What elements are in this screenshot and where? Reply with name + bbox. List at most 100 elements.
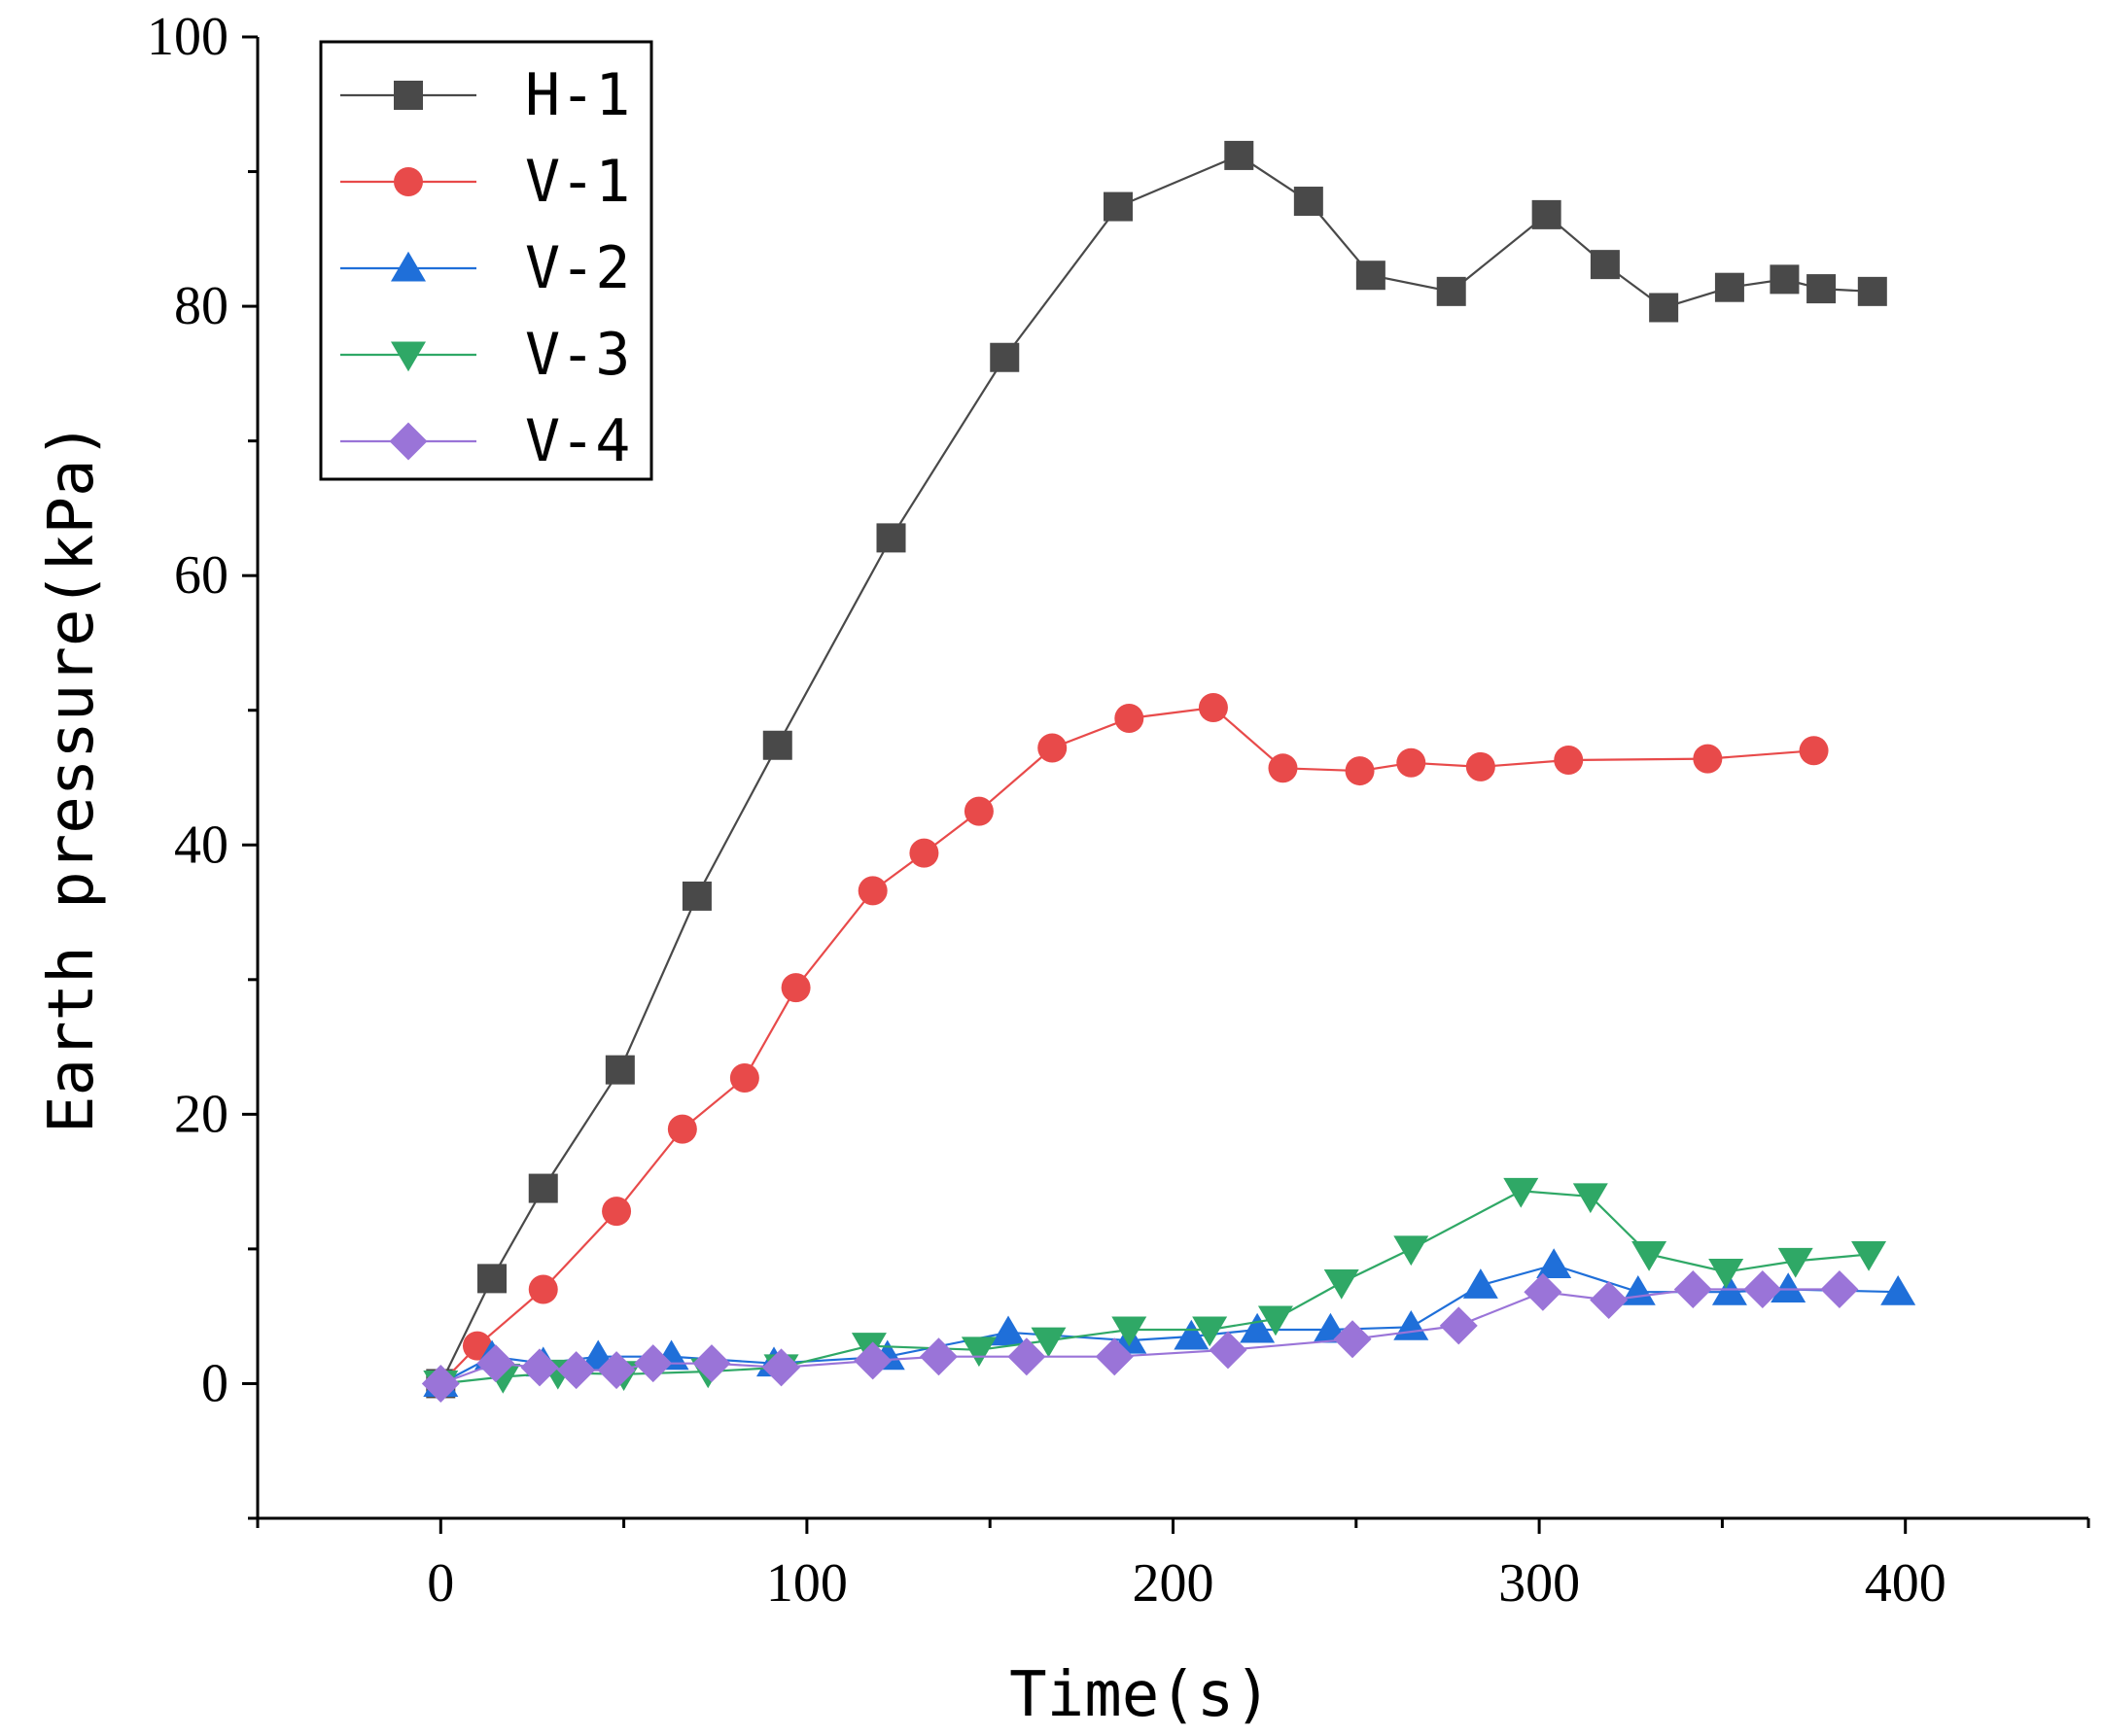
data-point-v-3 — [1503, 1177, 1539, 1208]
data-point-v-3 — [1631, 1240, 1667, 1271]
data-point-v-3 — [1572, 1183, 1608, 1214]
data-point-h-1 — [1531, 199, 1561, 229]
data-point-v-2 — [1880, 1274, 1916, 1305]
data-point-v-1 — [1114, 704, 1144, 734]
data-point-v-1 — [602, 1197, 632, 1227]
x-axis-title: Time(s) — [1009, 1659, 1272, 1731]
series-line-h-1 — [439, 154, 1873, 1384]
data-point-v-2 — [1771, 1272, 1806, 1302]
data-point-h-1 — [477, 1264, 508, 1294]
data-point-v-4 — [692, 1344, 731, 1383]
y-tick-label: 100 — [147, 7, 228, 67]
ticks: 0 100 200 300 400 0 20 40 60 80 100 — [147, 7, 2090, 1614]
series-layer — [421, 140, 1916, 1403]
data-point-v-1 — [964, 796, 994, 826]
legend: H-1 V-1 V-2 V-3 V-4 — [319, 40, 653, 481]
y-tick-label: 60 — [174, 545, 228, 606]
x-tick-label: 400 — [1865, 1553, 1946, 1614]
data-point-v-2 — [1174, 1319, 1210, 1350]
data-point-v-4 — [1590, 1281, 1629, 1320]
data-point-v-2 — [1536, 1248, 1572, 1279]
x-tick-label: 200 — [1133, 1553, 1214, 1614]
data-point-v-4 — [1673, 1269, 1712, 1308]
data-point-v-1 — [909, 838, 939, 868]
data-point-h-1 — [1355, 260, 1385, 291]
data-point-v-1 — [1465, 751, 1495, 781]
data-point-v-3 — [961, 1337, 997, 1368]
legend-label: V-3 — [525, 321, 630, 389]
data-point-h-1 — [682, 881, 712, 911]
data-point-v-1 — [1198, 692, 1228, 722]
legend-item-v-4: V-4 — [340, 407, 630, 475]
data-point-h-1 — [528, 1173, 558, 1203]
data-point-v-3 — [1393, 1235, 1429, 1267]
data-point-v-4 — [557, 1351, 596, 1390]
data-point-v-4 — [762, 1348, 801, 1387]
data-point-h-1 — [1770, 264, 1800, 295]
data-point-v-4 — [421, 1364, 460, 1403]
y-tick-label: 20 — [174, 1084, 228, 1144]
data-point-v-4 — [1209, 1331, 1247, 1370]
legend-item-h-1: H-1 — [340, 61, 630, 129]
data-point-v-4 — [919, 1337, 958, 1376]
y-tick-label: 40 — [174, 815, 228, 875]
legend-box — [319, 40, 653, 481]
data-point-v-1 — [1799, 736, 1829, 766]
legend-item-v-3: V-3 — [340, 321, 630, 389]
legend-item-v-1: V-1 — [340, 148, 630, 216]
data-point-v-2 — [1393, 1310, 1429, 1340]
data-point-h-1 — [1436, 276, 1466, 306]
data-point-v-4 — [1007, 1337, 1046, 1376]
data-point-v-4 — [1743, 1269, 1782, 1308]
data-point-v-4 — [597, 1351, 636, 1390]
x-tick-label: 100 — [766, 1553, 848, 1614]
data-point-v-3 — [1708, 1258, 1744, 1289]
data-point-v-3 — [1031, 1327, 1067, 1358]
y-axis-title: Earth pressure(kPa) — [36, 422, 108, 1133]
data-point-v-3 — [1777, 1247, 1813, 1278]
y-tick-label: 0 — [201, 1353, 228, 1413]
data-point-v-2 — [1462, 1268, 1498, 1299]
legend-marker — [389, 422, 428, 461]
data-point-v-1 — [1345, 756, 1375, 786]
data-point-v-2 — [1240, 1312, 1276, 1343]
data-point-v-4 — [854, 1341, 893, 1380]
legend-marker — [391, 341, 426, 372]
data-point-h-1 — [1590, 250, 1620, 280]
data-point-v-3 — [1323, 1269, 1359, 1300]
data-point-v-4 — [1095, 1337, 1134, 1376]
legend-marker — [394, 167, 423, 196]
data-point-v-3 — [1192, 1316, 1228, 1347]
data-point-h-1 — [1857, 276, 1887, 306]
data-point-v-4 — [1820, 1269, 1859, 1308]
data-point-v-1 — [1268, 753, 1298, 783]
data-point-v-1 — [1396, 747, 1426, 778]
data-point-h-1 — [1806, 274, 1837, 304]
legend-label: V-1 — [525, 148, 630, 216]
data-point-v-1 — [1554, 745, 1584, 775]
x-tick-label: 300 — [1498, 1553, 1580, 1614]
data-point-v-1 — [1693, 744, 1723, 774]
series-v-4 — [421, 1269, 1859, 1403]
data-point-v-4 — [1333, 1320, 1372, 1359]
data-point-v-1 — [667, 1114, 697, 1144]
data-point-h-1 — [1104, 191, 1134, 222]
data-point-h-1 — [762, 730, 792, 760]
data-point-h-1 — [1224, 140, 1254, 170]
data-point-v-1 — [781, 973, 811, 1003]
legend-label: H-1 — [525, 61, 630, 129]
data-point-v-2 — [991, 1315, 1027, 1346]
data-point-h-1 — [990, 342, 1020, 372]
data-point-v-4 — [476, 1344, 515, 1383]
data-point-v-4 — [1439, 1306, 1478, 1345]
legend-marker — [391, 251, 426, 282]
data-point-v-3 — [1111, 1316, 1147, 1347]
data-point-v-3 — [1257, 1305, 1293, 1337]
data-point-v-4 — [520, 1348, 559, 1387]
data-point-v-4 — [634, 1344, 673, 1383]
legend-item-v-2: V-2 — [340, 234, 630, 302]
data-point-h-1 — [1293, 187, 1323, 217]
data-point-h-1 — [876, 523, 906, 553]
data-point-v-4 — [1524, 1272, 1562, 1311]
